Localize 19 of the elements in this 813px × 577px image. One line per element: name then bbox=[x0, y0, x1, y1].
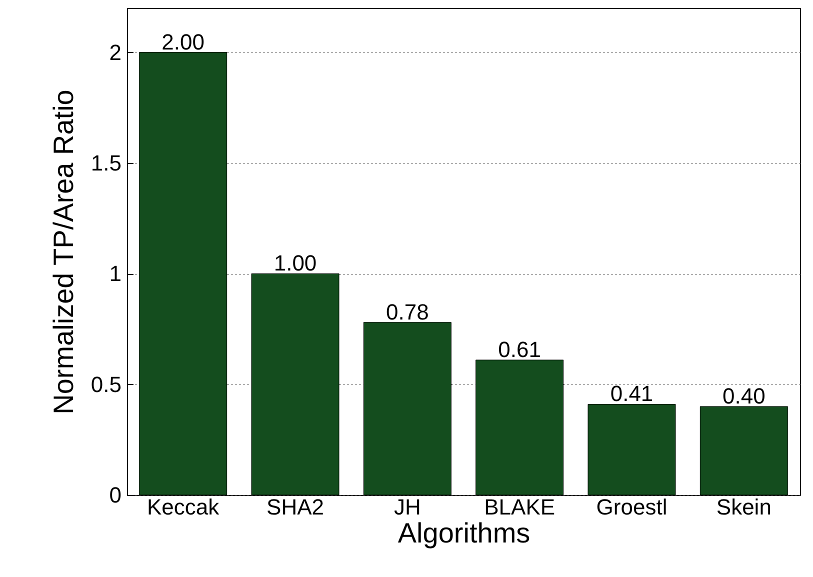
x-tick-label: JH bbox=[394, 494, 421, 520]
data-label: 2.00 bbox=[162, 29, 204, 54]
data-label: 0.78 bbox=[386, 299, 429, 324]
x-tick-label: BLAKE bbox=[484, 494, 556, 520]
y-tick-label: 2 bbox=[109, 40, 122, 65]
y-axis-title: Normalized TP/Area Ratio bbox=[48, 90, 79, 414]
x-tick-label: SHA2 bbox=[266, 494, 324, 520]
data-label: 0.61 bbox=[498, 336, 541, 362]
x-tick-label: Skein bbox=[716, 494, 772, 520]
y-tick-label: 1 bbox=[109, 261, 122, 286]
y-tick-label: 1.5 bbox=[90, 150, 122, 176]
data-label: 1.00 bbox=[274, 250, 317, 276]
x-tick-label: Keccak bbox=[147, 494, 220, 520]
data-label: 0.40 bbox=[722, 383, 766, 408]
x-tick-label: Groestl bbox=[596, 494, 668, 520]
x-axis-title: Algorithms bbox=[398, 518, 530, 548]
data-label: 0.41 bbox=[610, 381, 654, 406]
y-tick-label: 0.5 bbox=[90, 372, 122, 397]
y-tick-label: 0 bbox=[109, 482, 122, 508]
